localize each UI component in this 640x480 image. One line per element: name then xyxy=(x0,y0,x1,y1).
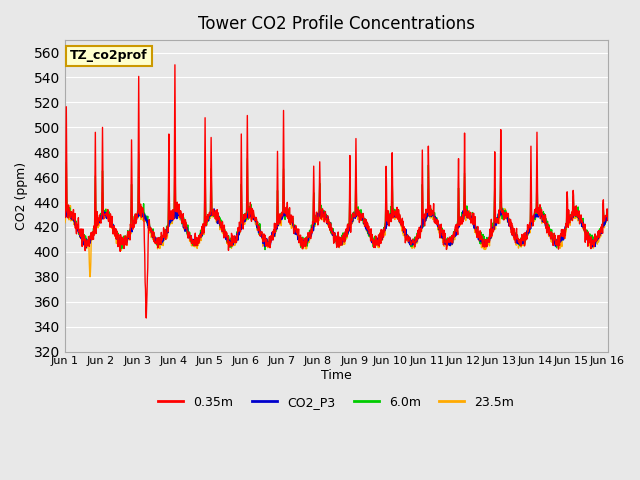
CO2_P3 xyxy=(540,216,548,222)
6.0m xyxy=(421,217,429,223)
0.35m xyxy=(604,217,611,223)
CO2_P3 xyxy=(604,212,611,217)
0.35m xyxy=(243,157,251,163)
Line: CO2_P3: CO2_P3 xyxy=(65,208,607,248)
Text: TZ_co2prof: TZ_co2prof xyxy=(70,49,148,62)
Title: Tower CO2 Profile Concentrations: Tower CO2 Profile Concentrations xyxy=(198,15,475,33)
23.5m xyxy=(243,204,251,210)
X-axis label: Time: Time xyxy=(321,369,351,382)
Legend: 0.35m, CO2_P3, 6.0m, 23.5m: 0.35m, CO2_P3, 6.0m, 23.5m xyxy=(153,391,519,414)
0.35m xyxy=(421,213,429,219)
23.5m xyxy=(604,216,611,221)
0.35m xyxy=(143,315,150,321)
0.35m xyxy=(540,219,548,225)
CO2_P3 xyxy=(182,225,189,230)
23.5m xyxy=(169,215,177,220)
CO2_P3 xyxy=(61,213,68,219)
CO2_P3 xyxy=(243,215,250,220)
6.0m xyxy=(243,215,250,221)
0.35m xyxy=(492,220,500,226)
CO2_P3 xyxy=(316,205,324,211)
Line: 23.5m: 23.5m xyxy=(65,186,607,277)
6.0m xyxy=(261,247,269,252)
23.5m xyxy=(540,217,548,223)
0.35m xyxy=(61,212,68,217)
23.5m xyxy=(86,274,94,280)
6.0m xyxy=(169,215,177,220)
6.0m xyxy=(540,216,548,221)
6.0m xyxy=(604,212,611,217)
6.0m xyxy=(182,221,189,227)
23.5m xyxy=(492,219,500,225)
23.5m xyxy=(182,227,190,232)
6.0m xyxy=(135,151,143,157)
Y-axis label: CO2 (ppm): CO2 (ppm) xyxy=(15,162,28,230)
6.0m xyxy=(492,215,500,221)
CO2_P3 xyxy=(82,245,90,251)
23.5m xyxy=(135,183,143,189)
CO2_P3 xyxy=(421,215,429,220)
0.35m xyxy=(182,220,190,226)
0.35m xyxy=(171,62,179,68)
CO2_P3 xyxy=(492,221,500,227)
Line: 0.35m: 0.35m xyxy=(65,65,607,318)
0.35m xyxy=(169,213,177,219)
6.0m xyxy=(61,210,68,216)
Line: 6.0m: 6.0m xyxy=(65,154,607,250)
23.5m xyxy=(421,218,429,224)
CO2_P3 xyxy=(169,215,177,221)
23.5m xyxy=(61,220,68,226)
